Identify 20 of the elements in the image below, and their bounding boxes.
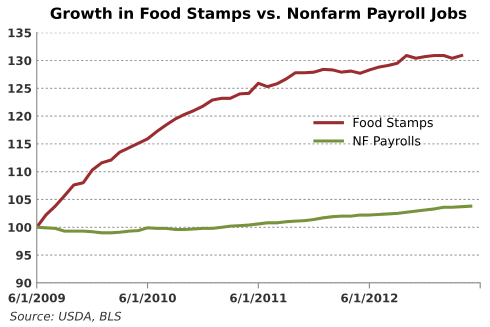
line-series — [36, 204, 472, 234]
y-tick-label: 100 — [8, 222, 32, 232]
y-tick-label: 125 — [8, 84, 32, 93]
x-tick-label: 6/1/2009 — [8, 293, 65, 304]
x-tick-label: 6/1/2011 — [230, 293, 286, 304]
y-tick-label: 90 — [16, 278, 32, 288]
legend-label: NF Payrolls — [354, 136, 420, 148]
chart-title: Growth in Food Stamps vs. Nonfarm Payroll Jobs — [50, 7, 466, 22]
x-tick-label: 6/1/2010 — [119, 293, 176, 304]
y-tick-label: 95 — [16, 250, 32, 260]
y-tick-label: 105 — [8, 195, 32, 204]
source-note: Source: USDA, BLS — [10, 312, 122, 322]
y-tick-label: 135 — [8, 28, 32, 38]
x-tick-label: 6/1/2012 — [341, 293, 398, 304]
y-tick-label: 115 — [8, 140, 32, 149]
y-tick-label: 120 — [8, 112, 32, 121]
legend-label: Food Stamps — [354, 118, 433, 130]
y-tick-label: 130 — [8, 56, 32, 66]
y-tick-label: 110 — [8, 167, 32, 176]
line-series — [36, 54, 464, 229]
